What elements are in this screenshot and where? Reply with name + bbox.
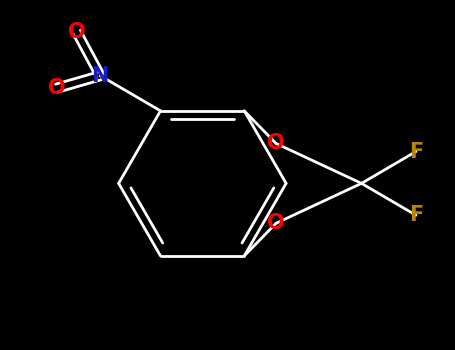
Text: F: F [409,205,423,225]
Text: O: O [68,22,86,42]
Text: O: O [267,133,285,154]
Text: F: F [409,141,423,162]
Text: O: O [267,213,285,233]
Text: N: N [91,66,109,86]
Text: O: O [48,78,66,98]
